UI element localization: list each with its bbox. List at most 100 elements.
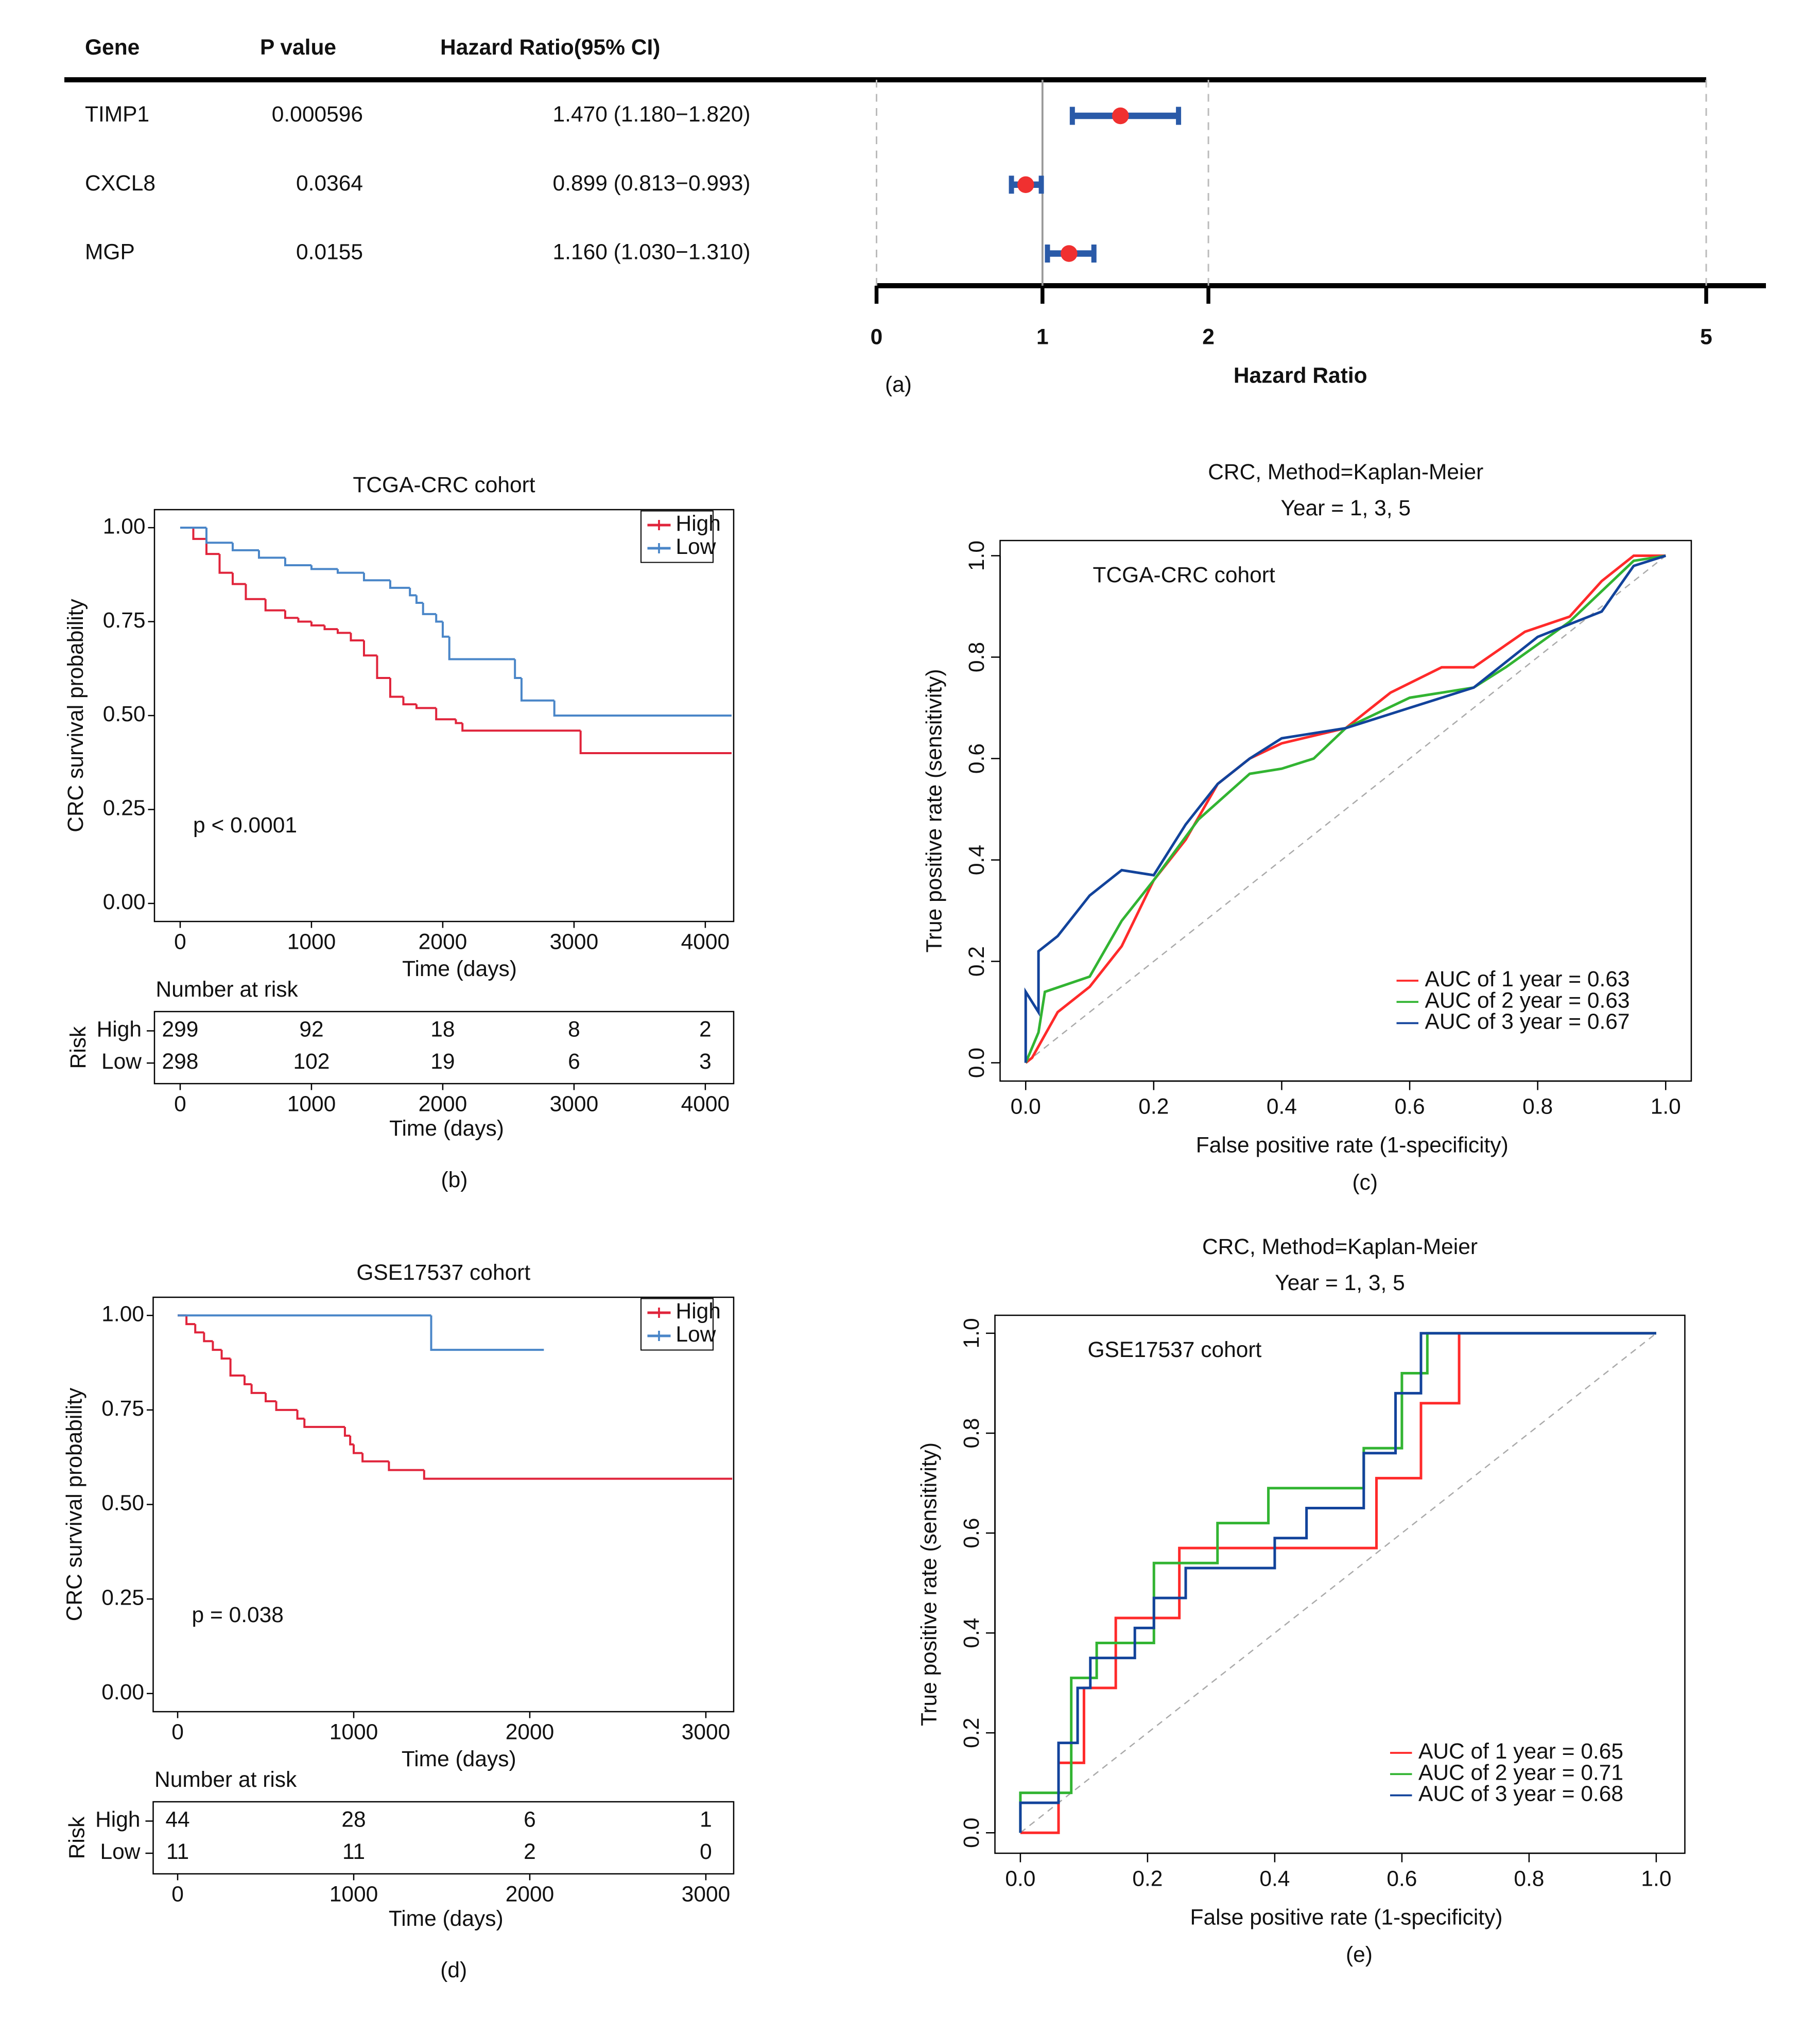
survival-step [553, 700, 732, 717]
survival-step [361, 1453, 389, 1463]
risk-row-label: High [97, 1018, 142, 1042]
survival-step [514, 659, 522, 680]
risk-count: 3 [699, 1050, 712, 1074]
gene-label: TIMP1 [85, 102, 149, 127]
survival-step [229, 1358, 245, 1377]
x-tick-label: 0.0 [1005, 1867, 1035, 1891]
y-tick-label: 0.75 [101, 1397, 144, 1421]
risk-row-label: Low [101, 1050, 142, 1074]
survival-step [296, 1409, 305, 1420]
survival-step [402, 697, 417, 706]
x-tick-label: 1000 [330, 1720, 378, 1745]
x-tick-label: 0 [171, 1720, 184, 1745]
survival-step [218, 554, 233, 574]
survival-step [194, 1324, 204, 1334]
risk-row-label: High [95, 1808, 140, 1832]
panel-label: (a) [885, 373, 912, 397]
survival-step [441, 621, 449, 638]
legend-label: AUC of 2 year = 0.63 [1425, 988, 1630, 1013]
hazard-ratio-label: 1.470 (1.180−1.820) [553, 102, 751, 127]
risk-count: 28 [341, 1808, 366, 1832]
x-tick-label: 3000 [550, 930, 599, 954]
survival-step [192, 528, 206, 540]
risk-count: 8 [568, 1018, 580, 1042]
y-tick-label: 0.50 [103, 702, 146, 726]
risk-count: 44 [165, 1808, 189, 1832]
y-tick-label: 0.8 [960, 1418, 984, 1448]
survival-step [461, 723, 581, 732]
legend-label: AUC of 1 year = 0.63 [1425, 967, 1630, 991]
column-header: P value [260, 36, 336, 60]
risk-x-tick-label: 2000 [419, 1092, 467, 1117]
y-axis-title: CRC survival probability [63, 1387, 87, 1621]
y-tick-label: 0.25 [101, 1586, 144, 1610]
risk-count: 298 [162, 1050, 199, 1074]
survival-step [430, 1315, 544, 1351]
x-tick-label: 5 [1700, 325, 1712, 350]
y-tick-label: 0.6 [960, 1518, 984, 1548]
survival-step [231, 543, 259, 551]
y-tick-label: 0.4 [965, 845, 989, 875]
survival-step [353, 1444, 363, 1454]
survival-step [579, 730, 732, 754]
survival-step [435, 708, 456, 721]
hazard-ratio-label: 1.160 (1.030−1.310) [553, 240, 751, 265]
risk-count: 102 [293, 1050, 330, 1074]
x-tick-label: 0.6 [1386, 1867, 1417, 1891]
x-axis-title: Hazard Ratio [1234, 364, 1367, 388]
y-tick-label: 0.0 [965, 1048, 989, 1078]
survival-step [284, 610, 299, 619]
survival-step [343, 1426, 351, 1437]
survival-step [257, 550, 285, 559]
x-tick-label: 2 [1202, 325, 1215, 350]
risk-x-tick-label: 4000 [681, 1092, 730, 1117]
survival-step [435, 614, 443, 623]
y-tick-label: 0.8 [965, 642, 989, 672]
y-tick-label: 0.4 [960, 1618, 984, 1648]
p-value: 0.000596 [272, 102, 363, 127]
x-tick-label: 0.6 [1395, 1095, 1425, 1119]
risk-count: 0 [700, 1840, 712, 1864]
survival-step [423, 1470, 733, 1480]
chart-subtitle: Year = 1, 3, 5 [1275, 1271, 1405, 1295]
risk-x-tick-label: 3000 [682, 1883, 731, 1907]
risk-x-title: Time (days) [389, 1117, 504, 1141]
survival-step [455, 719, 463, 724]
p-value: 0.0364 [296, 171, 363, 196]
risk-title: Number at risk [156, 978, 299, 1002]
y-tick-label: 1.00 [103, 514, 146, 538]
survival-step [448, 636, 509, 660]
roc-curve [1024, 554, 1667, 1063]
survival-step [284, 558, 311, 567]
roc-curve [1025, 554, 1666, 1064]
x-axis-title: Time (days) [402, 1747, 516, 1771]
y-tick-label: 0.50 [101, 1491, 144, 1516]
risk-x-tick-label: 3000 [550, 1092, 599, 1117]
survival-step [422, 603, 437, 615]
legend-label: Low [676, 1322, 716, 1347]
survival-step [415, 704, 437, 709]
x-tick-label: 0.4 [1267, 1095, 1297, 1119]
risk-row-label: Low [100, 1840, 141, 1864]
survival-step [389, 678, 404, 698]
p-value: 0.0155 [296, 240, 363, 265]
chart-title: CRC, Method=Kaplan-Meier [1208, 460, 1483, 484]
x-tick-label: 2000 [419, 930, 467, 954]
risk-x-title: Time (days) [389, 1907, 504, 1931]
legend-label: High [676, 1299, 721, 1324]
legend-label: AUC of 2 year = 0.71 [1418, 1761, 1623, 1785]
risk-x-tick-label: 2000 [506, 1883, 554, 1907]
x-tick-label: 1.0 [1651, 1095, 1681, 1119]
survival-step [245, 584, 266, 600]
x-tick-label: 2000 [506, 1720, 554, 1745]
roc-curve [1019, 1332, 1656, 1833]
y-tick-label: 1.0 [960, 1318, 984, 1348]
legend-box [640, 1298, 714, 1351]
y-tick-label: 0.0 [960, 1818, 984, 1848]
survival-step [376, 655, 390, 680]
risk-count: 11 [342, 1840, 365, 1864]
annotation: TCGA-CRC cohort [1093, 563, 1275, 587]
y-tick-label: 0.2 [965, 946, 989, 977]
survival-step [185, 1315, 196, 1326]
risk-count: 299 [162, 1018, 199, 1042]
